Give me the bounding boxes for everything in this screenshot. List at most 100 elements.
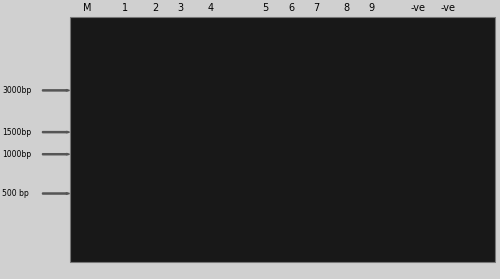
Bar [76, 169, 98, 174]
Bar [76, 130, 98, 134]
FancyBboxPatch shape [334, 243, 358, 258]
Bar [336, 132, 356, 137]
Bar [436, 17, 460, 262]
Bar [255, 83, 276, 88]
Bar [306, 132, 327, 137]
Text: 1: 1 [122, 3, 128, 13]
Bar [169, 17, 192, 262]
Bar [144, 233, 166, 239]
FancyBboxPatch shape [75, 243, 99, 258]
Text: 1500bp: 1500bp [2, 128, 32, 137]
Bar [306, 145, 327, 149]
Bar [362, 122, 382, 127]
Ellipse shape [400, 177, 438, 225]
Bar [170, 233, 192, 239]
Bar [438, 83, 458, 88]
Bar [144, 145, 166, 149]
Bar [200, 145, 220, 149]
Bar [306, 83, 327, 88]
Bar [76, 17, 98, 262]
Bar [361, 233, 382, 239]
Bar [76, 140, 98, 144]
Text: M: M [83, 3, 92, 13]
Bar [170, 122, 191, 127]
FancyBboxPatch shape [228, 243, 252, 258]
Bar [362, 145, 382, 149]
Ellipse shape [406, 182, 431, 219]
Bar [306, 233, 328, 239]
Bar [305, 17, 328, 262]
Bar [228, 17, 252, 262]
Bar [336, 122, 356, 127]
Bar [408, 83, 429, 88]
Bar [170, 145, 191, 149]
Bar [306, 100, 327, 105]
Bar [407, 17, 430, 262]
Bar [200, 122, 220, 127]
Text: 8: 8 [343, 3, 349, 13]
Text: -ve: -ve [411, 3, 426, 13]
Text: 9: 9 [368, 3, 375, 13]
FancyBboxPatch shape [406, 243, 430, 258]
Bar [360, 17, 384, 262]
Text: 500 bp: 500 bp [2, 189, 29, 198]
Text: 3: 3 [178, 3, 184, 13]
Bar [336, 233, 357, 239]
Bar [334, 17, 358, 262]
FancyBboxPatch shape [304, 243, 328, 258]
Bar [408, 233, 430, 239]
Bar [362, 113, 382, 117]
Bar [362, 83, 382, 88]
Text: 4: 4 [207, 3, 214, 13]
Bar [144, 122, 166, 127]
Bar [115, 83, 136, 88]
Text: 1000bp: 1000bp [2, 150, 32, 159]
FancyBboxPatch shape [436, 243, 460, 258]
Bar [408, 145, 429, 149]
Bar [144, 83, 166, 88]
Bar [255, 122, 276, 127]
Bar [76, 100, 98, 105]
Bar [76, 83, 98, 88]
Bar [254, 17, 277, 262]
FancyBboxPatch shape [360, 243, 384, 258]
Bar [114, 17, 137, 262]
Bar [115, 145, 136, 149]
Bar [336, 100, 356, 105]
Text: 5: 5 [262, 3, 268, 13]
Text: 6: 6 [288, 3, 294, 13]
Bar [336, 113, 356, 117]
Bar [200, 83, 220, 88]
Bar [306, 122, 327, 127]
Bar [438, 233, 459, 239]
Bar [362, 132, 382, 137]
Text: 7: 7 [314, 3, 320, 13]
FancyBboxPatch shape [279, 243, 303, 258]
FancyBboxPatch shape [168, 243, 192, 258]
Text: 2: 2 [152, 3, 158, 13]
Bar [306, 113, 327, 117]
Bar [76, 150, 98, 154]
Bar [280, 83, 301, 88]
FancyBboxPatch shape [143, 243, 167, 258]
Bar [76, 233, 98, 239]
Bar [76, 189, 98, 193]
Bar [115, 122, 136, 127]
Bar [170, 83, 191, 88]
Text: 3000bp: 3000bp [2, 86, 32, 95]
FancyBboxPatch shape [198, 243, 222, 258]
Bar [114, 233, 136, 239]
Bar [76, 115, 98, 120]
Bar [254, 233, 276, 239]
Bar [229, 233, 251, 239]
FancyBboxPatch shape [113, 243, 138, 258]
Bar [200, 233, 221, 239]
Bar [76, 179, 98, 184]
Bar [76, 159, 98, 164]
Text: -ve: -ve [441, 3, 456, 13]
Bar [336, 145, 356, 149]
Bar [362, 100, 382, 105]
Bar [198, 17, 222, 262]
Bar [280, 233, 302, 239]
Bar [336, 83, 356, 88]
